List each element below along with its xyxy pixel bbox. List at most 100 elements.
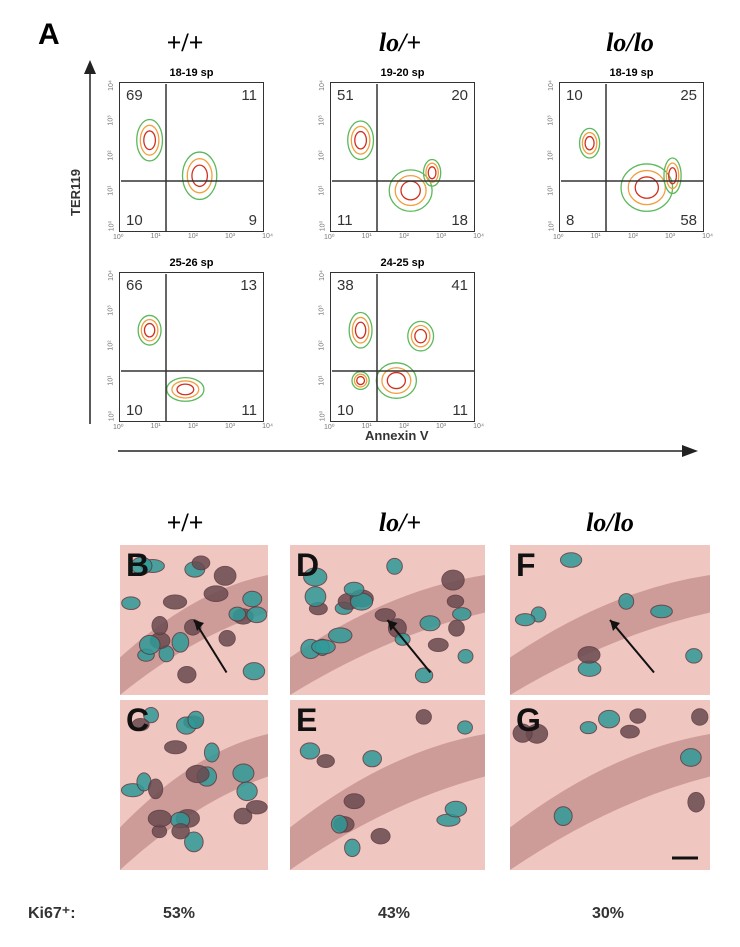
cell-nucleus [143, 707, 159, 724]
panel-letter: F [516, 547, 536, 583]
cell-nucleus [171, 631, 190, 653]
genotype-header-wt: +/+ [166, 28, 204, 57]
contour-line [627, 169, 666, 206]
cell-nucleus [184, 831, 204, 853]
cell-nucleus [512, 723, 533, 743]
cell-nucleus [446, 594, 465, 609]
contour-line [584, 135, 595, 151]
cell-nucleus [457, 648, 474, 664]
panel-letter: C [126, 702, 150, 738]
x-tick: 10¹ [590, 233, 601, 240]
x-tick: 10¹ [361, 423, 372, 430]
x-tick: 10⁰ [113, 424, 124, 431]
cell-nucleus [680, 748, 702, 767]
x-tick: 10³ [224, 233, 236, 240]
plot-title: 18-19 sp [169, 67, 214, 79]
cell-nucleus [598, 709, 621, 729]
quadrant-lr: 11 [452, 402, 468, 419]
contour-line [137, 314, 162, 346]
cell-nucleus [203, 742, 220, 763]
cell-nucleus [147, 809, 172, 828]
y-tick: 10⁰ [108, 410, 116, 422]
x-tick: 10⁴ [473, 233, 484, 240]
contour-line [139, 124, 160, 156]
histology-panel-c: C [120, 700, 268, 870]
cell-nucleus [444, 800, 468, 818]
ki67-label: Ki67⁺: [28, 905, 76, 922]
cell-nucleus [650, 604, 673, 619]
contour-line [668, 167, 678, 185]
flow-plot: 25-26 sp 66 13 10 11 10⁰ 10¹ 10² 10³ 10⁴ 10⁰… [108, 257, 273, 431]
cell-nucleus [362, 750, 382, 768]
y-tick: 10⁴ [318, 80, 326, 91]
contour-line [181, 151, 218, 201]
x-tick: 10³ [435, 423, 447, 430]
x-tick: 10² [187, 423, 198, 430]
contour-line [356, 375, 366, 386]
cell-nucleus [213, 565, 237, 586]
quadrant-ul: 66 [126, 277, 143, 294]
quadrant-ur: 41 [451, 277, 468, 294]
y-tick: 10⁴ [547, 80, 555, 91]
contour-line [425, 162, 439, 184]
x-ticks: 10⁰ 10¹ 10² 10³ 10⁴ [113, 423, 273, 431]
flow-plot: 18-19 sp 10 25 8 58 10⁰ 10¹ 10² 10³ 10⁴ 10⁰ 1… [548, 67, 713, 241]
plot-title: 25-26 sp [169, 257, 214, 269]
cell-nucleus [559, 552, 583, 568]
y-tick: 10² [107, 340, 115, 351]
contour-line [427, 166, 437, 180]
contour-line [422, 158, 442, 187]
x-tick: 10⁰ [324, 234, 335, 241]
cell-nucleus [218, 630, 236, 647]
contour-line [381, 367, 412, 394]
cell-nucleus [148, 778, 164, 800]
cell-nucleus [415, 709, 432, 725]
contour-line [578, 127, 601, 159]
quadrant-ll: 8 [566, 212, 575, 229]
cell-nucleus [687, 791, 705, 813]
y-tick: 10³ [547, 115, 555, 126]
y-tick: 10³ [107, 115, 115, 126]
cell-nucleus [177, 665, 197, 684]
y-axis-label: TER119 [67, 169, 83, 216]
flow-plot: 24-25 sp 38 41 10 11 10⁰ 10¹ 10² 10³ 10⁴ 10⁰… [319, 257, 484, 431]
x-tick: 10⁴ [702, 233, 713, 240]
cell-nucleus [232, 763, 255, 783]
quadrant-lr: 58 [680, 212, 697, 229]
y-tick: 10⁴ [107, 80, 115, 91]
y-tick: 10³ [107, 305, 115, 316]
contour-line [354, 130, 368, 150]
contour-plot [121, 84, 264, 232]
x-tick: 10³ [224, 423, 236, 430]
panel-letter: B [126, 547, 150, 583]
cell-nucleus [553, 806, 573, 827]
y-axis-arrow [84, 60, 96, 424]
panel-a-label: A [38, 18, 60, 51]
cell-nucleus [303, 567, 328, 587]
y-tick: 10⁴ [107, 270, 115, 281]
contour-line [663, 157, 682, 195]
y-tick: 10⁰ [319, 220, 327, 232]
panel-letter: E [296, 702, 318, 738]
contour-line [351, 316, 370, 344]
histology-header-lo-lo: lo/lo [586, 508, 634, 537]
y-tick: 10² [318, 150, 326, 161]
plot-title: 24-25 sp [380, 257, 425, 269]
x-ticks: 10⁰ 10¹ 10² 10³ 10⁴ [324, 233, 484, 241]
quadrant-lr: 11 [241, 402, 257, 419]
cell-nucleus [171, 823, 190, 840]
x-tick: 10² [398, 233, 409, 240]
cell-nucleus [343, 581, 365, 597]
plot-title: 18-19 sp [609, 67, 654, 79]
contour-line [386, 371, 407, 390]
x-ticks: 10⁰ 10¹ 10² 10³ 10⁴ [113, 233, 273, 241]
cell-nucleus [236, 781, 258, 802]
cell-nucleus [414, 667, 434, 684]
quadrant-ul: 51 [337, 87, 354, 104]
x-axis-label: Annexin V [365, 428, 429, 443]
y-tick: 10² [318, 340, 326, 351]
cell-nucleus [427, 637, 449, 652]
y-tick: 10¹ [107, 185, 115, 196]
flow-plot: 18-19 sp 69 11 10 9 10⁰ 10¹ 10² 10³ 10⁴ 10⁰ 1… [108, 67, 273, 241]
contour-line [581, 131, 598, 155]
